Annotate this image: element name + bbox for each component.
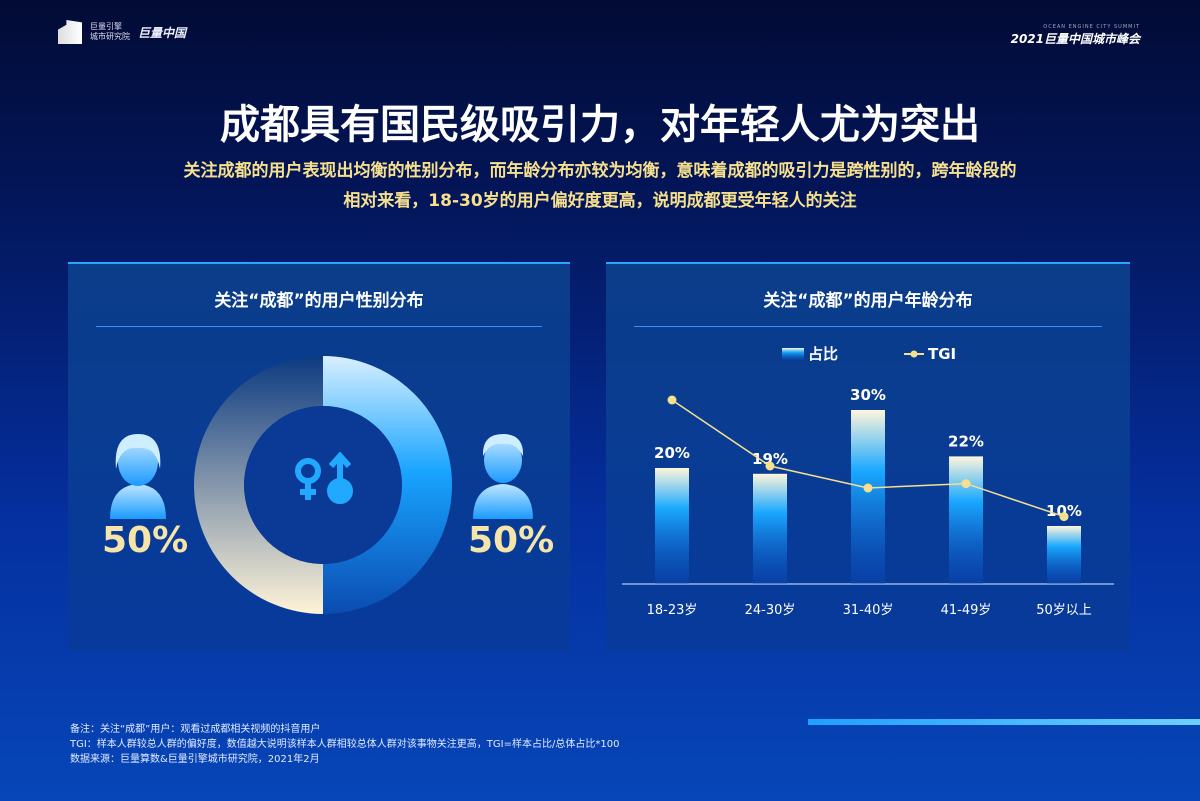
brand-logo: 巨量中国 bbox=[138, 25, 187, 40]
summit-logo: OCEAN ENGINE CITY SUMMIT 2021巨量中国城市峰会 bbox=[1011, 24, 1140, 47]
bar-label: 19% bbox=[752, 450, 788, 468]
subtitle: 关注成都的用户表现出均衡的性别分布，而年龄分布亦较为均衡，意味着成都的吸引力是跨… bbox=[100, 156, 1100, 216]
gender-symbol-icon bbox=[295, 451, 353, 504]
age-chart-title: 关注“成都”的用户年龄分布 bbox=[763, 291, 973, 311]
legend-bar-swatch bbox=[782, 348, 804, 360]
age-panel: 关注“成都”的用户年龄分布 占比 TGI 20% 18-23岁 19% 24-30岁 3… bbox=[606, 262, 1130, 652]
note-line: 备注：关注“成都”用户：观看过成都相关视频的抖音用户 bbox=[70, 724, 321, 735]
bar-31-40岁 bbox=[851, 410, 885, 584]
female-avatar-icon bbox=[110, 434, 166, 519]
note-line: TGI：样本人群较总人群的偏好度，数值越大说明该样本人群相较总体人群对该事物关注… bbox=[70, 739, 620, 750]
gender-panel-title: 关注“成都”的用户性别分布 bbox=[214, 291, 424, 311]
male-avatar-icon bbox=[473, 434, 533, 519]
legend-line-label: TGI bbox=[928, 345, 956, 363]
legend-bar-label: 占比 bbox=[808, 345, 838, 363]
summit-en: OCEAN ENGINE CITY SUMMIT bbox=[1043, 24, 1140, 30]
x-tick-label: 31-40岁 bbox=[843, 603, 894, 618]
x-tick-label: 18-23岁 bbox=[647, 603, 698, 618]
decorative-bar bbox=[808, 719, 1200, 725]
footnotes: 备注：关注“成都”用户：观看过成都相关视频的抖音用户 TGI：样本人群较总人群的… bbox=[70, 722, 619, 767]
logo: 巨量引擎 城市研究院 巨量中国 bbox=[58, 20, 186, 44]
bar-label: 30% bbox=[850, 386, 886, 404]
age-chart: 占比 TGI 20% 18-23岁 19% 24-30岁 30% 31-40岁 22% 41-… bbox=[622, 345, 1114, 618]
subtitle-line: 相对来看，18-30岁的用户偏好度更高，说明成都更受年轻人的关注 bbox=[343, 191, 857, 211]
tgi-point bbox=[1059, 512, 1069, 522]
bar-24-30岁 bbox=[753, 473, 787, 584]
subtitle-line: 关注成都的用户表现出均衡的性别分布，而年龄分布亦较为均衡，意味着成都的吸引力是跨… bbox=[183, 161, 1017, 181]
bar-18-23岁 bbox=[655, 468, 689, 584]
gender-donut bbox=[110, 356, 533, 614]
divider bbox=[96, 326, 542, 327]
x-tick-label: 41-49岁 bbox=[941, 603, 992, 618]
tgi-point bbox=[765, 461, 775, 471]
female-percentage: 50% bbox=[102, 520, 189, 561]
tgi-point bbox=[863, 483, 873, 493]
male-percentage: 50% bbox=[468, 520, 555, 561]
bar-label: 20% bbox=[654, 444, 690, 462]
gender-panel: 关注“成都”的用户性别分布 50% 50% bbox=[68, 262, 570, 652]
bar-label: 10% bbox=[1046, 502, 1082, 520]
female-segment bbox=[194, 356, 323, 614]
page-title: 成都具有国民级吸引力，对年轻人尤为突出 bbox=[220, 102, 980, 148]
tgi-point bbox=[667, 395, 677, 405]
logo-bottom-text: 城市研究院 bbox=[90, 32, 130, 41]
divider bbox=[634, 326, 1102, 327]
male-segment bbox=[323, 356, 452, 614]
summit-title: 2021巨量中国城市峰会 bbox=[1010, 32, 1140, 46]
building-logo-icon bbox=[58, 20, 82, 44]
bar-label: 22% bbox=[948, 432, 984, 450]
tgi-point bbox=[961, 479, 971, 489]
x-tick-label: 50岁以上 bbox=[1036, 603, 1092, 618]
bar-41-49岁 bbox=[949, 456, 983, 584]
x-tick-label: 24-30岁 bbox=[745, 603, 796, 618]
note-line: 数据来源：巨量算数&巨量引擎城市研究院，2021年2月 bbox=[70, 754, 320, 765]
logo-top-text: 巨量引擎 bbox=[90, 22, 122, 31]
bar-50岁以上 bbox=[1047, 526, 1081, 584]
